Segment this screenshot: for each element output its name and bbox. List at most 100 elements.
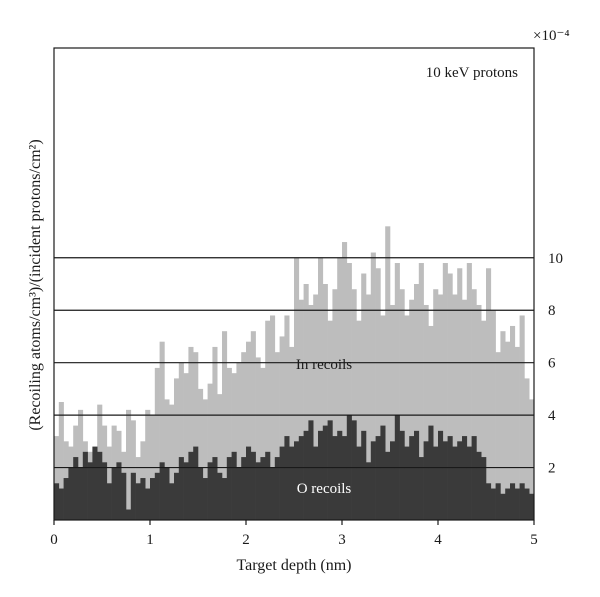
y-tick-label: 2 xyxy=(548,461,556,477)
grid-lines xyxy=(54,257,534,469)
o-recoil-bar xyxy=(202,478,208,520)
o-recoil-bar xyxy=(188,451,194,520)
in-recoil-bar xyxy=(222,331,228,520)
in-recoil-bar xyxy=(303,284,309,520)
in-recoil-bar xyxy=(486,268,492,520)
in-recoil-bar xyxy=(351,289,357,520)
in-recoil-bar xyxy=(207,383,213,520)
o-recoil-bar xyxy=(380,425,386,520)
in-recoil-bar xyxy=(255,357,261,520)
o-recoil-bar xyxy=(332,436,338,520)
in-recoil-bar xyxy=(366,294,372,520)
o-recoil-bar xyxy=(236,467,242,520)
in-recoil-bar xyxy=(500,331,506,520)
in-recoil-bar xyxy=(428,325,434,520)
o-recoil-bar xyxy=(174,472,180,520)
y-ticks: 2 4 6 8 10 xyxy=(548,251,563,477)
o-recoil-bar xyxy=(121,472,127,520)
o-recoil-bar xyxy=(106,483,112,520)
o-recoil-bar xyxy=(490,488,496,520)
in-recoil-bar xyxy=(519,315,525,520)
o-recoil-bar xyxy=(423,441,429,520)
o-recoil-bar xyxy=(476,451,482,520)
in-recoil-bar xyxy=(529,399,535,520)
in-recoil-bar xyxy=(452,294,458,520)
o-recoil-bar xyxy=(145,488,151,520)
o-recoil-bar xyxy=(217,472,223,520)
o-recoil-bar xyxy=(231,451,237,520)
in-recoil-bar xyxy=(226,367,232,520)
in-recoil-bar xyxy=(126,409,132,520)
o-recoil-bar xyxy=(466,446,472,520)
o-recoil-bar xyxy=(159,462,165,520)
in-recoil-bar xyxy=(524,378,530,520)
o-recoil-bar xyxy=(433,446,439,520)
o-recoil-bar xyxy=(366,462,372,520)
o-recoil-bar xyxy=(505,488,511,520)
o-recoil-bar xyxy=(68,467,74,520)
in-recoil-bar xyxy=(308,304,314,520)
o-recoil-bar xyxy=(169,483,175,520)
o-recoil-bar xyxy=(342,436,348,520)
o-recoil-bar xyxy=(510,483,516,520)
o-recoil-bar xyxy=(375,436,381,520)
o-recoil-bar xyxy=(495,483,501,520)
in-recoil-bar xyxy=(471,289,477,520)
o-recoil-bar xyxy=(327,420,333,520)
in-recoil-bar xyxy=(481,320,487,520)
o-recoil-bar xyxy=(452,446,458,520)
in-recoil-bar xyxy=(510,325,516,520)
o-recoil-bar xyxy=(385,451,391,520)
in-recoil-bar xyxy=(246,341,252,520)
in-recoil-bar xyxy=(442,263,448,520)
o-recoil-bar xyxy=(241,457,247,520)
x-tick-label: 5 xyxy=(530,532,538,548)
in-recoil-bar xyxy=(217,394,223,520)
o-recoil-bar xyxy=(73,457,79,520)
o-recoil-bar xyxy=(164,467,170,520)
in-recoil-bar xyxy=(159,341,165,520)
in-recoil-bar xyxy=(361,273,367,520)
o-recoil-bar xyxy=(361,430,367,520)
o-recoil-bar xyxy=(178,457,184,520)
o-recoil-bar xyxy=(519,483,525,520)
o-recoil-bar xyxy=(126,509,132,520)
o-recoil-bar xyxy=(370,441,376,520)
o-recoil-bar xyxy=(54,483,60,520)
o-recoil-bar xyxy=(150,478,156,520)
in-recoil-bar xyxy=(380,315,386,520)
bars-layer xyxy=(54,226,535,521)
o-recoil-bar xyxy=(438,430,444,520)
in-recoil-bar xyxy=(370,252,376,520)
in-recoil-bar xyxy=(457,268,463,520)
in-recoil-bar xyxy=(313,294,319,520)
o-recoil-bar xyxy=(298,436,304,520)
o-recoil-bar xyxy=(294,441,300,520)
o-recoil-bar xyxy=(313,446,319,520)
in-recoil-bar xyxy=(476,304,482,520)
o-recoil-bar xyxy=(140,478,146,520)
in-recoil-bar xyxy=(375,268,381,520)
x-tick-label: 0 xyxy=(50,532,58,548)
o-recoil-bar xyxy=(356,446,362,520)
in-recoil-bar xyxy=(58,402,64,520)
o-recoil-bar xyxy=(97,451,103,520)
o-recoil-bar xyxy=(87,462,93,520)
in-recoil-bar xyxy=(178,362,184,520)
x-tick-label: 3 xyxy=(338,532,346,548)
in-recoil-bar xyxy=(231,373,237,520)
o-recoil-bar xyxy=(409,436,415,520)
in-recoil-bar xyxy=(418,263,424,520)
in-recoil-bar xyxy=(284,315,290,520)
x-ticks: 0 1 2 3 4 5 xyxy=(50,520,538,548)
in-recoil-bar xyxy=(212,346,218,520)
o-recoil-bar xyxy=(414,430,420,520)
o-recoil-bar xyxy=(183,462,189,520)
o-recoil-bar xyxy=(135,483,141,520)
plot-frame xyxy=(53,47,535,521)
o-recoil-bar xyxy=(289,446,295,520)
in-recoil-bar xyxy=(174,378,180,520)
o-recoil-bar xyxy=(154,472,160,520)
in-recoil-bar xyxy=(337,257,343,520)
